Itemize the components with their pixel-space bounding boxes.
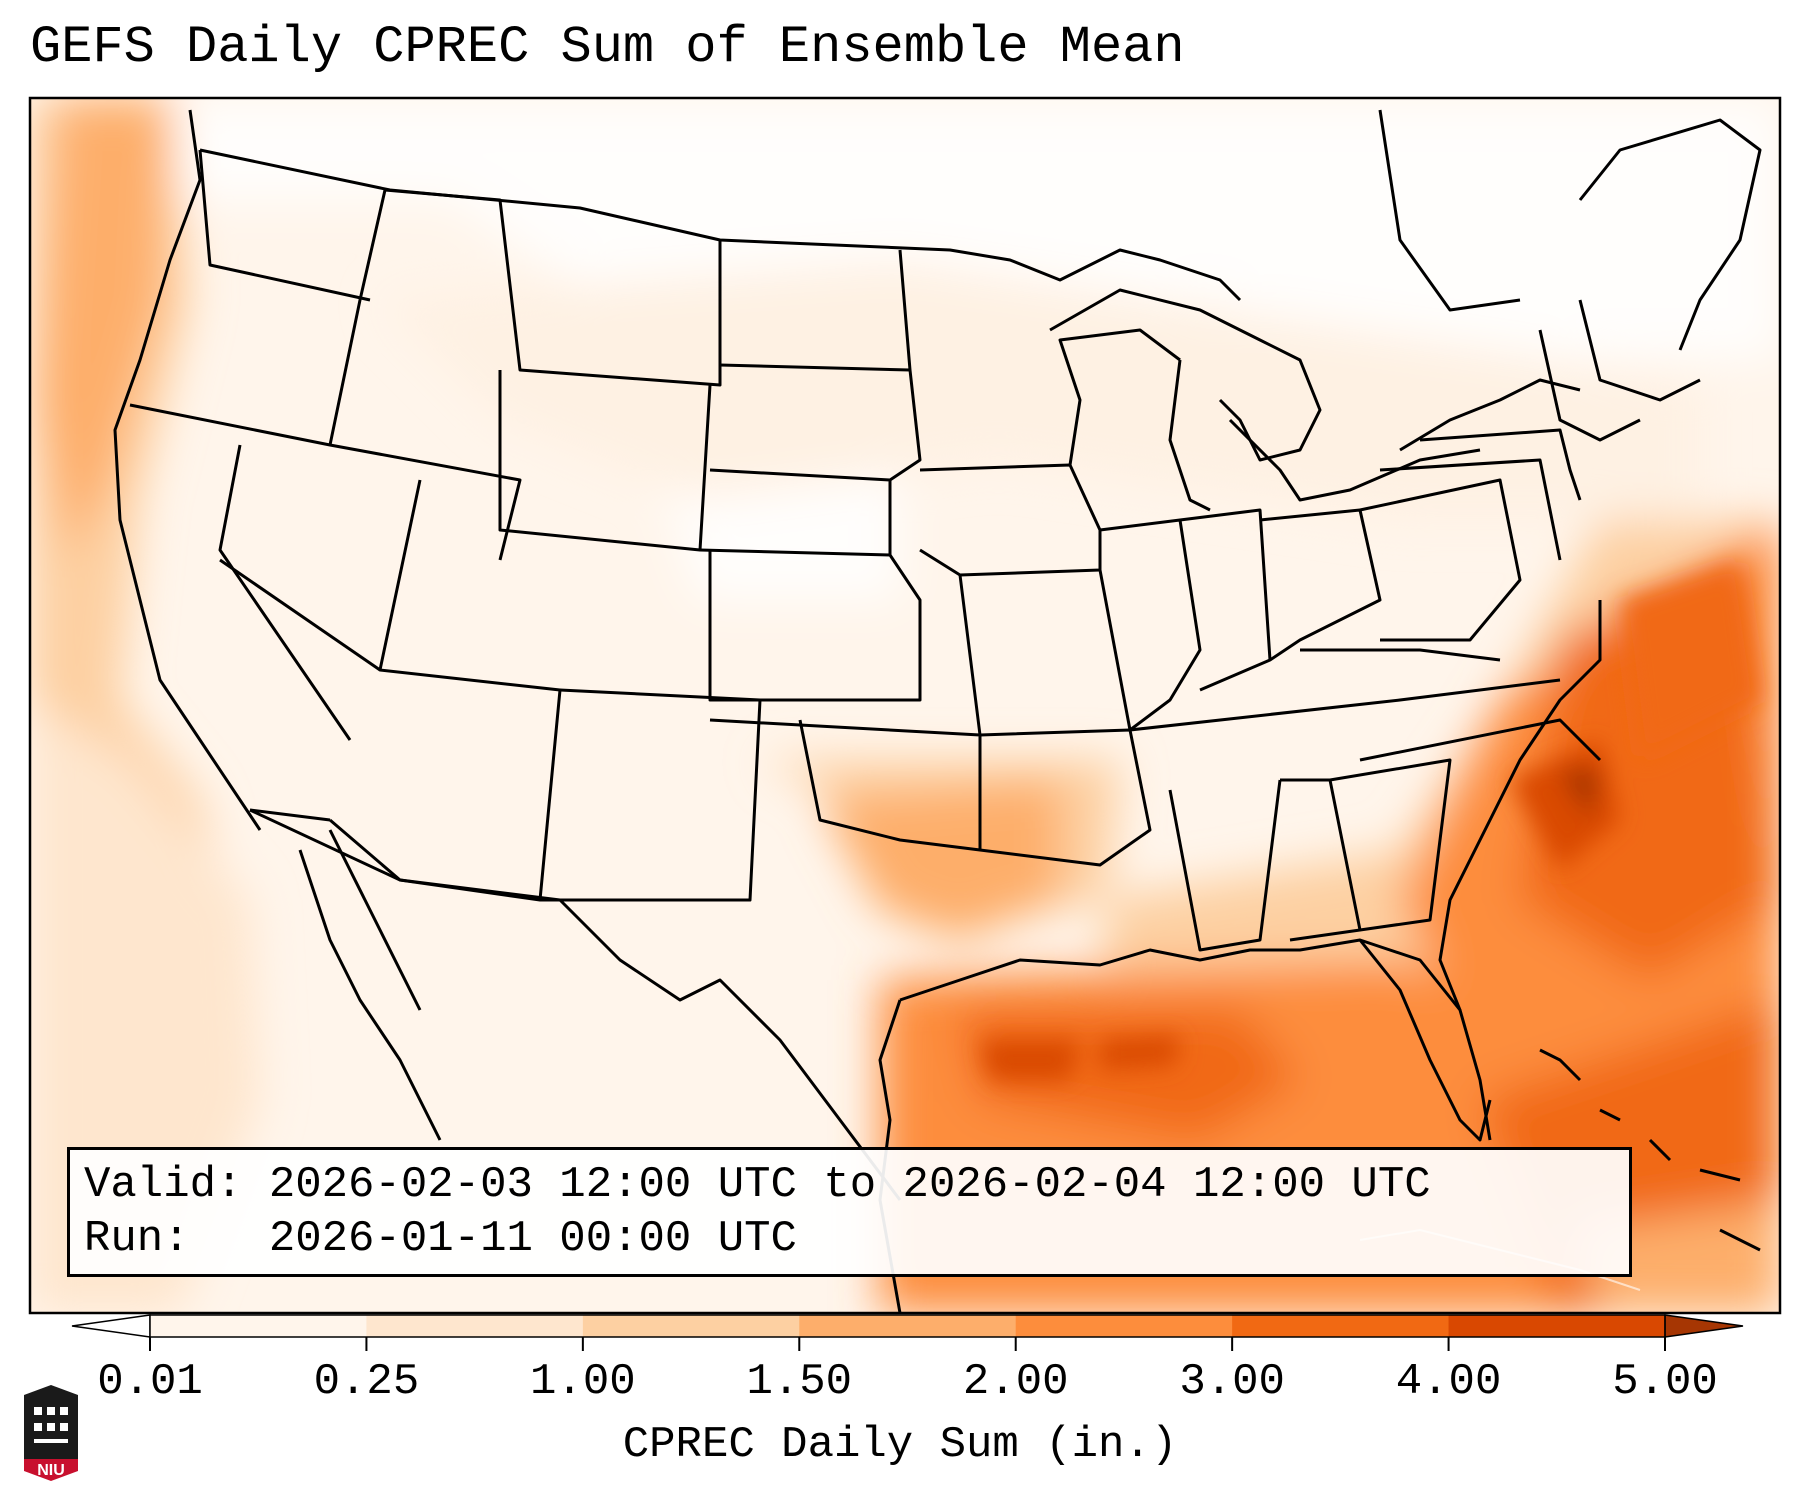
- colorbar-label: CPREC Daily Sum (in.): [622, 1420, 1178, 1470]
- colorbar-tick-label: 1.50: [746, 1357, 853, 1407]
- run-text: 2026-01-11 00:00 UTC: [268, 1214, 797, 1264]
- colorbar-tick-label: 4.00: [1395, 1357, 1502, 1407]
- valid-text: 2026-02-03 12:00 UTC to 2026-02-04 12:00…: [268, 1160, 1431, 1210]
- colorbar-tick-label: 0.01: [97, 1357, 203, 1407]
- colorbar-tick-label: 5.00: [1612, 1357, 1718, 1407]
- colorbar-tick-label: 0.25: [313, 1357, 420, 1407]
- run-row: Run: 2026-01-11 00:00 UTC: [84, 1212, 1629, 1266]
- colorbar-tick-label: 3.00: [1179, 1357, 1285, 1407]
- map-border: [28, 96, 1782, 1315]
- niu-logo: NIU: [24, 1385, 78, 1481]
- state-boundaries: [113, 109, 1762, 1313]
- logo-text: NIU: [37, 1462, 65, 1479]
- info-box: Valid: 2026-02-03 12:00 UTC to 2026-02-0…: [67, 1147, 1632, 1277]
- valid-row: Valid: 2026-02-03 12:00 UTC to 2026-02-0…: [84, 1158, 1629, 1212]
- colorbar-tick-label: 2.00: [962, 1357, 1069, 1407]
- run-label: Run:: [84, 1214, 190, 1264]
- colorbar-tick-label: 1.00: [530, 1357, 636, 1407]
- caribbean-islands: [1539, 1048, 1761, 1252]
- precip-shading: [30, 98, 1780, 1313]
- valid-label: Valid:: [84, 1160, 243, 1210]
- map-title: GEFS Daily CPREC Sum of Ensemble Mean: [30, 18, 1185, 77]
